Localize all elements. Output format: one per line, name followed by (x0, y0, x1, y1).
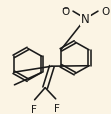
Text: F: F (54, 103, 60, 113)
Text: O: O (102, 7, 110, 17)
Text: ·: · (104, 4, 107, 13)
Text: −: − (61, 4, 68, 13)
Text: N: N (81, 13, 90, 26)
Text: ·: · (89, 12, 92, 21)
Text: F: F (31, 104, 37, 114)
Text: O: O (61, 7, 69, 17)
